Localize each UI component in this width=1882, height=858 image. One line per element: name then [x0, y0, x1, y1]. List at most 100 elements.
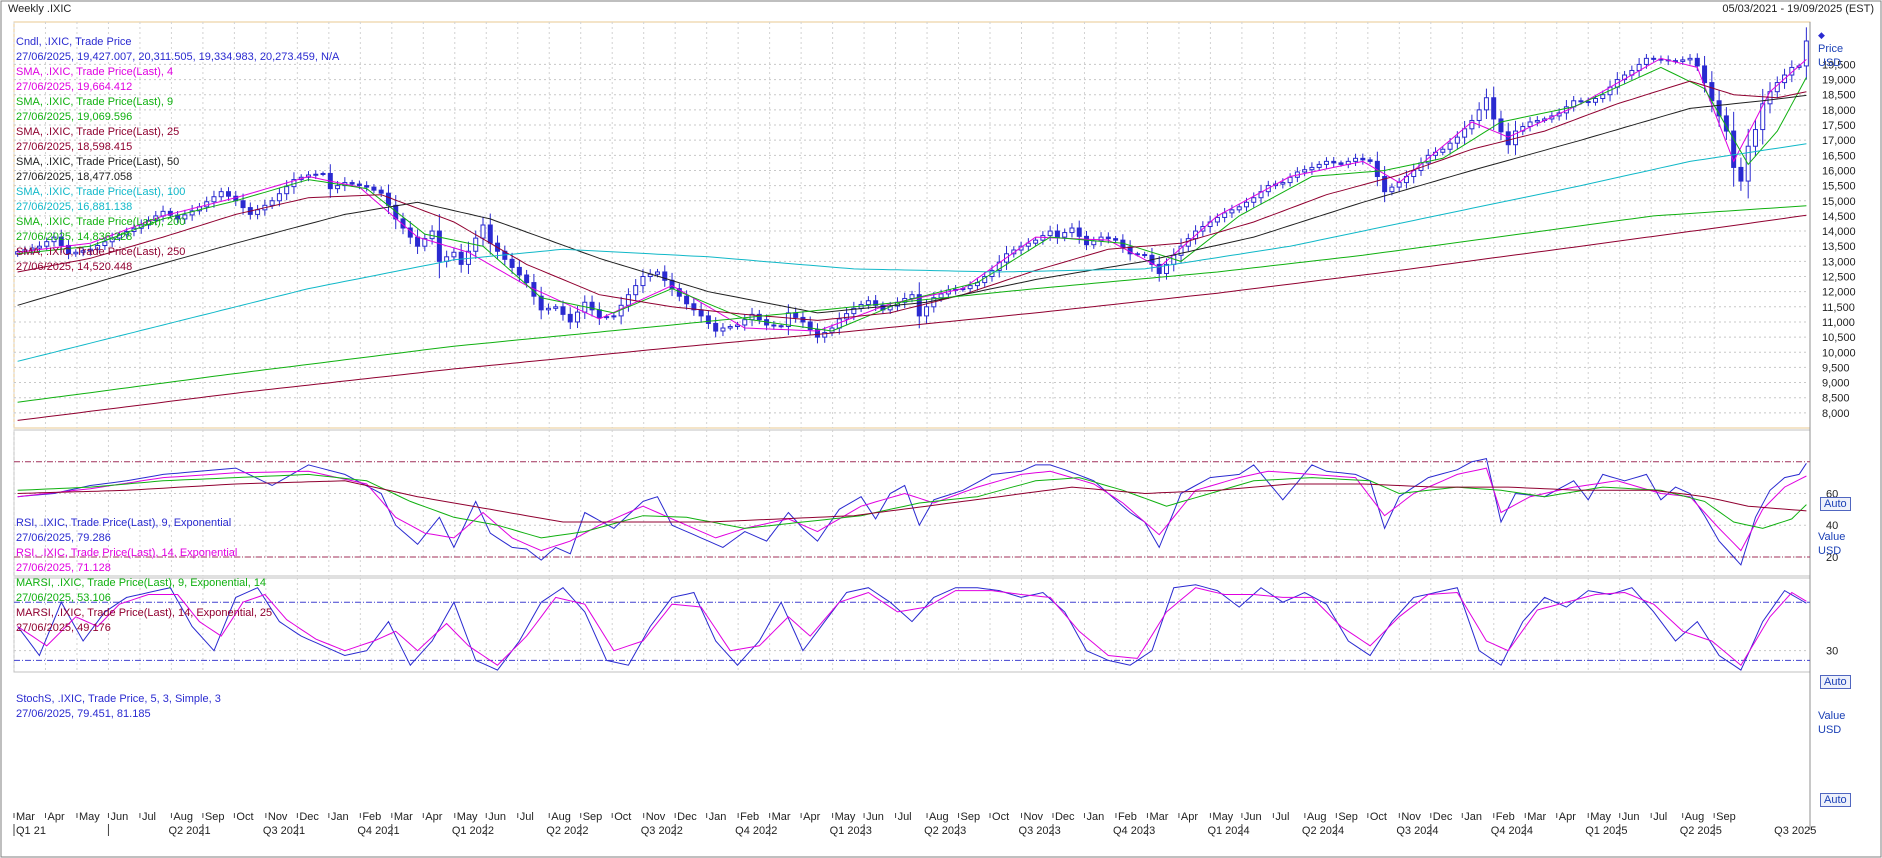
x-quarter-label: Q1 21 — [16, 825, 46, 837]
x-month-label: Jun — [488, 811, 506, 823]
candle-body — [1280, 182, 1286, 185]
candle-body — [269, 200, 275, 206]
x-month-label: Oct — [614, 811, 631, 823]
legend-value: 27/06/2025, 18,598.415 — [16, 141, 133, 153]
candle-body — [553, 306, 559, 309]
x-month-label: Oct — [236, 811, 253, 823]
candle-body — [371, 186, 377, 191]
y-tick-label: 9,000 — [1822, 378, 1850, 390]
candle-body — [95, 245, 101, 250]
candle-body — [1694, 57, 1700, 67]
x-month-label: Jul — [1653, 811, 1667, 823]
candle-body — [720, 327, 726, 332]
x-month-label: Apr — [803, 811, 820, 823]
candle-body — [1258, 191, 1264, 199]
diamond-icon: ◆ — [1818, 30, 1825, 40]
x-month-label: Aug — [1685, 811, 1705, 823]
x-month-label: Oct — [1370, 811, 1387, 823]
candle-body — [1338, 162, 1344, 165]
value-axis: 8,000 8,500 9,000 9,500 10,000 10,500 11,000 11… — [1822, 59, 1856, 657]
candle-body — [480, 224, 486, 239]
x-quarter-label: Q4 2022 — [735, 825, 777, 837]
price-axis-label: Price — [1818, 43, 1844, 55]
candle-body — [691, 303, 697, 311]
pane-border — [13, 577, 1811, 673]
candle-body — [1331, 160, 1337, 164]
candle-body — [698, 309, 704, 317]
legend-value: 27/06/2025, 19,069.596 — [16, 111, 133, 123]
candle-body — [1142, 254, 1148, 257]
chart-date-range: 05/03/2021 - 19/09/2025 (EST) — [1722, 3, 1874, 15]
x-month-label: Nov — [646, 811, 666, 823]
candle-body — [349, 182, 355, 185]
candle-body — [1760, 103, 1766, 131]
candle-body — [967, 285, 973, 290]
legend-value: 27/06/2025, 14,520.448 — [16, 261, 133, 273]
candle-body — [87, 248, 93, 252]
x-month-label: Apr — [1559, 811, 1576, 823]
y-tick-label: 11,000 — [1822, 317, 1855, 329]
x-month-label: Aug — [1307, 811, 1327, 823]
candle-body — [44, 241, 50, 247]
candle-body — [873, 300, 879, 306]
candle-body — [146, 219, 152, 226]
candle-body — [1302, 169, 1308, 173]
candle-body — [335, 185, 341, 190]
candle-body — [284, 186, 290, 195]
candle-body — [436, 230, 442, 262]
candle-body — [1738, 166, 1744, 182]
candle-body — [1025, 242, 1031, 247]
legend-value: 27/06/2025, 19,664.412 — [16, 81, 133, 93]
candle-body — [1047, 230, 1053, 237]
candle-body — [1687, 57, 1693, 61]
candle-body — [1105, 236, 1111, 240]
candle-body — [58, 236, 64, 246]
rsi-axis-header: Value USD — [1818, 530, 1845, 558]
x-month-label: Jul — [142, 811, 156, 823]
x-month-label: May — [1212, 811, 1233, 823]
candle-body — [313, 173, 319, 176]
candle-body — [182, 214, 188, 220]
y-tick-label: 10,500 — [1822, 332, 1856, 344]
x-quarter-label: Q3 2025 — [1774, 825, 1816, 837]
x-quarter-label: Q2 2023 — [924, 825, 966, 837]
stoch-axis-header: Value USD — [1818, 709, 1845, 737]
legend-value: 27/06/2025, 79.451, 81.185 — [16, 708, 151, 720]
candle-body — [1382, 176, 1388, 193]
candle-body — [1498, 118, 1504, 133]
candle-body — [640, 276, 646, 287]
candle-body — [211, 196, 217, 203]
x-quarter-label: Q3 2022 — [641, 825, 683, 837]
legend-label: MARSI, .IXIC, Trade Price(Last), 14, Exp… — [16, 607, 273, 619]
x-month-label: Jan — [331, 811, 349, 823]
stoch-axis-label: Value — [1818, 710, 1846, 722]
candle-body — [1803, 40, 1809, 67]
candle-body — [1251, 197, 1257, 203]
y-tick-label: 40 — [1826, 520, 1838, 532]
y-tick-label: 8,500 — [1822, 393, 1850, 405]
price-auto-scale-button[interactable]: Auto — [1820, 497, 1851, 511]
y-tick-label: 16,000 — [1822, 165, 1856, 177]
y-tick-label: 17,500 — [1822, 120, 1856, 132]
candle-body — [1680, 59, 1686, 62]
stoch-auto-scale-button[interactable]: Auto — [1820, 793, 1851, 807]
legend-label: SMA, .IXIC, Trade Price(Last), 4 — [16, 66, 174, 78]
candle-body — [814, 329, 820, 338]
x-month-label: Aug — [929, 811, 949, 823]
y-tick-label: 13,500 — [1822, 241, 1856, 253]
candle-body — [1476, 109, 1482, 121]
candle-body — [1491, 97, 1497, 120]
candle-body — [240, 200, 246, 209]
rsi-auto-scale-button[interactable]: Auto — [1820, 675, 1851, 689]
y-tick-label: 16,500 — [1822, 150, 1856, 162]
rsi-legend: RSI, .IXIC, Trade Price(Last), 9, Expone… — [16, 516, 272, 636]
candle-body — [218, 191, 224, 198]
x-month-label: Dec — [677, 811, 697, 823]
candle-body — [1243, 201, 1249, 208]
candle-body — [538, 295, 544, 311]
x-month-label: Nov — [268, 811, 288, 823]
candle-body — [524, 274, 530, 284]
x-month-label: Mar — [1149, 811, 1168, 823]
x-month-label: Dec — [1433, 811, 1453, 823]
legend-label: SMA, .IXIC, Trade Price(Last), 50 — [16, 156, 180, 168]
